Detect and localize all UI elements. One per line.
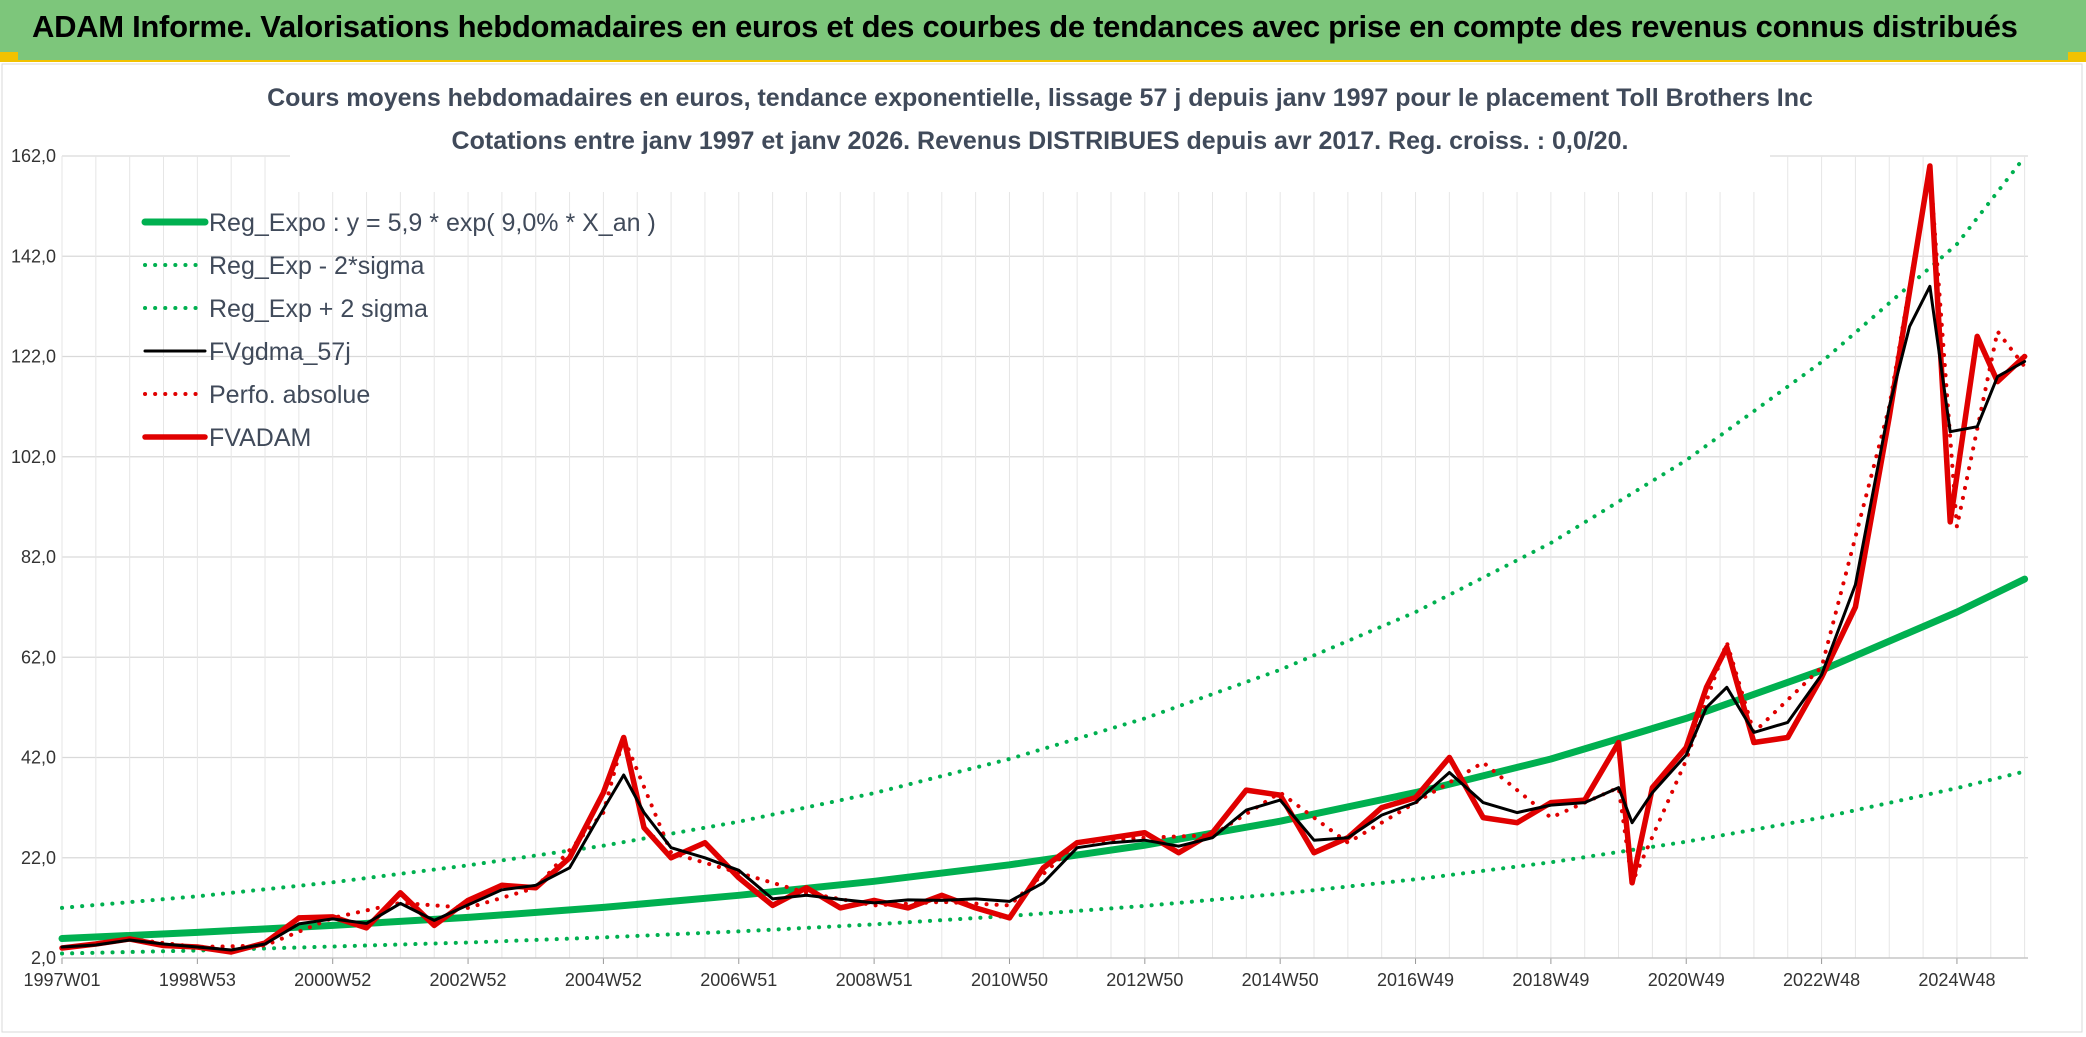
x-tick-label: 2000W52 — [294, 970, 371, 990]
x-tick-label: 1997W01 — [23, 970, 100, 990]
report-banner: ADAM Informe. Valorisations hebdomadaire… — [0, 0, 2086, 62]
x-tick-label: 2012W50 — [1106, 970, 1183, 990]
chart-area: 2,0 22,0 42,0 62,0 82,0 102,0 122,0 142,0 162,0 1… — [1, 63, 2083, 1033]
chart-subtitle: Cotations entre janv 1997 et janv 2026. … — [452, 127, 1629, 155]
x-tick-label: 2008W51 — [836, 970, 913, 990]
legend-label: FVADAM — [209, 424, 311, 452]
y-tick-label: 102,0 — [11, 447, 56, 467]
legend-label: Reg_Exp - 2*sigma — [209, 252, 424, 280]
banner-accent-left — [0, 52, 18, 60]
legend-label: Perfo. absolue — [209, 381, 370, 409]
axes: 2,0 22,0 42,0 62,0 82,0 102,0 122,0 142,0 162,0 1… — [11, 146, 2028, 990]
legend-label: Reg_Exp + 2 sigma — [209, 295, 428, 323]
series-line-5 — [59, 163, 2028, 955]
y-tick-label: 2,0 — [31, 948, 56, 968]
x-tick-label: 2016W49 — [1377, 970, 1454, 990]
x-tick-label: 2022W48 — [1783, 970, 1860, 990]
y-tick-label: 82,0 — [21, 547, 56, 567]
y-tick-label: 142,0 — [11, 246, 56, 266]
legend: Reg_Expo : y = 5,9 * exp( 9,0% * X_an ) R… — [141, 209, 656, 452]
x-tick-label: 2024W48 — [1918, 970, 1995, 990]
series-line-0 — [58, 575, 2029, 942]
y-tick-label: 62,0 — [21, 647, 56, 667]
y-tick-label: 42,0 — [21, 748, 56, 768]
x-tick-label: 2014W50 — [1242, 970, 1319, 990]
banner-accent-right — [2068, 52, 2086, 60]
series-line-3 — [60, 284, 2027, 952]
x-tick-label: 2020W49 — [1648, 970, 1725, 990]
x-tick-label: 2002W52 — [430, 970, 507, 990]
legend-label: Reg_Expo : y = 5,9 * exp( 9,0% * X_an ) — [209, 209, 656, 237]
series-lines — [58, 155, 2029, 956]
y-tick-label: 22,0 — [21, 848, 56, 868]
y-tick-label: 162,0 — [11, 146, 56, 166]
x-tick-label: 2018W49 — [1512, 970, 1589, 990]
series-line-2 — [60, 155, 2027, 910]
x-tick-label: 2006W51 — [700, 970, 777, 990]
series-line-1 — [60, 769, 2027, 956]
report-banner-title: ADAM Informe. Valorisations hebdomadaire… — [32, 9, 2018, 44]
y-tick-label: 122,0 — [11, 347, 56, 367]
chart-title: Cours moyens hebdomadaires en euros, ten… — [267, 84, 1813, 112]
x-tick-label: 2004W52 — [565, 970, 642, 990]
title-backdrop — [290, 82, 1770, 192]
series-line-4 — [60, 164, 2027, 950]
x-tick-label: 2010W50 — [971, 970, 1048, 990]
legend-label: FVgdma_57j — [209, 338, 351, 366]
x-tick-label: 1998W53 — [159, 970, 236, 990]
